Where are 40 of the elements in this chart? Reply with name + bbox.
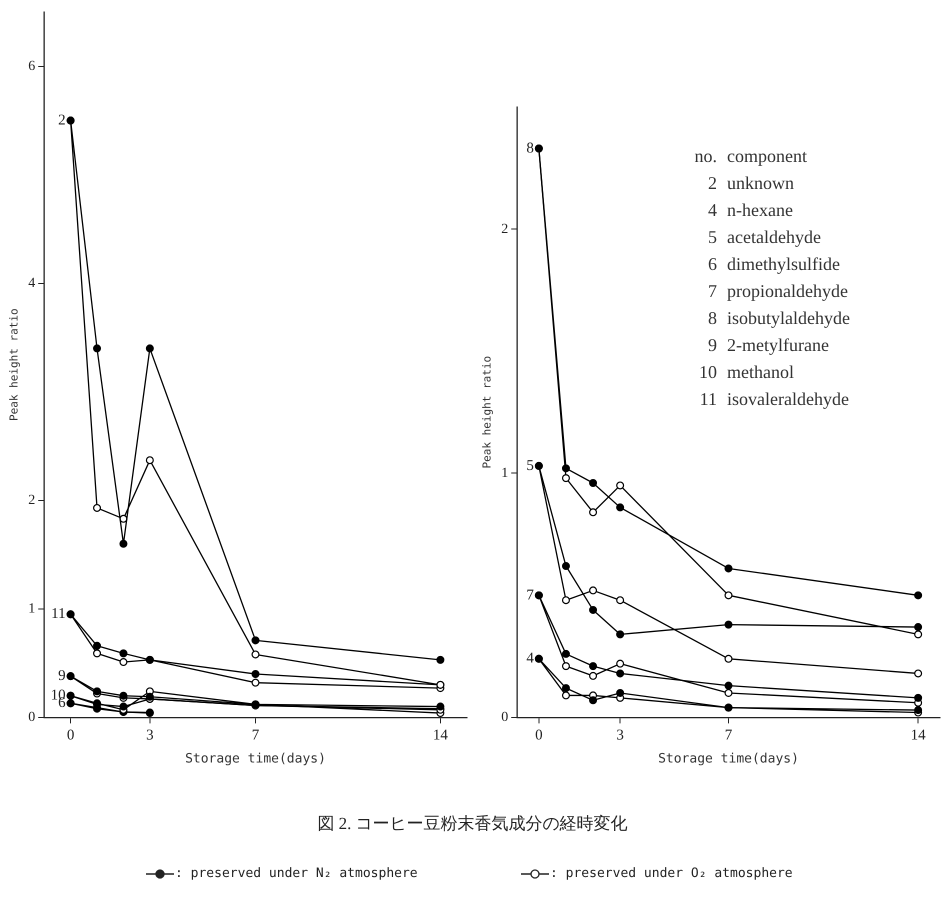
y-tick-label: 2 <box>28 493 36 508</box>
series-label: 9 <box>58 668 66 684</box>
series-label: 4 <box>526 650 534 667</box>
x-tick-label: 14 <box>910 727 926 744</box>
x-axis-title: Storage time(days) <box>658 752 799 767</box>
y-axis-title: Peak height ratio <box>480 356 494 468</box>
x-tick-label: 14 <box>432 727 448 744</box>
y-tick-label: 6 <box>28 58 36 74</box>
x-tick-label: 7 <box>252 727 260 744</box>
annotation: 8 isobutylaldehyde <box>707 307 850 330</box>
series-label: 7 <box>526 587 534 604</box>
series-label: 5 <box>526 458 534 474</box>
series-label: 2 <box>58 112 66 128</box>
y-tick-label: 0 <box>28 710 36 726</box>
annotation: 11 isovaleraldehyde <box>698 388 849 411</box>
annotation: 2 unknown <box>707 172 794 195</box>
x-tick-label: 0 <box>535 727 543 744</box>
y-tick-label: 2 <box>501 222 508 237</box>
text: : preserved under N₂ atmosphere <box>175 866 418 881</box>
y-tick-label: 1 <box>501 466 508 481</box>
annotation: 7 propionaldehyde <box>707 280 848 303</box>
x-tick-label: 7 <box>724 727 733 744</box>
series-label: 11 <box>51 606 66 622</box>
x-tick-label: 3 <box>146 727 154 744</box>
text: : preserved under O₂ atmosphere <box>550 866 793 881</box>
caption: 図 2. コーヒー豆粉末香気成分の経時変化 <box>316 813 629 835</box>
annotation: 9 2-metylfurane <box>707 334 829 357</box>
annotation: 4 n-hexane <box>707 199 793 222</box>
annotation: 6 dimethylsulfide <box>707 253 840 276</box>
x-tick-label: 0 <box>66 727 74 744</box>
y-axis-title: Peak height ratio <box>7 308 20 421</box>
y-tick-label: 0 <box>501 710 508 726</box>
y-tick-label: 4 <box>28 276 36 291</box>
series-label: 8 <box>526 140 534 156</box>
annotation: no. component <box>694 145 807 168</box>
annotation: 5 acetaldehyde <box>707 226 821 249</box>
x-axis-title: Storage time(days) <box>185 752 326 767</box>
annotation: 10 methanol <box>698 361 794 384</box>
y-tick-label: 1 <box>28 602 36 617</box>
x-tick-label: 3 <box>616 727 624 744</box>
